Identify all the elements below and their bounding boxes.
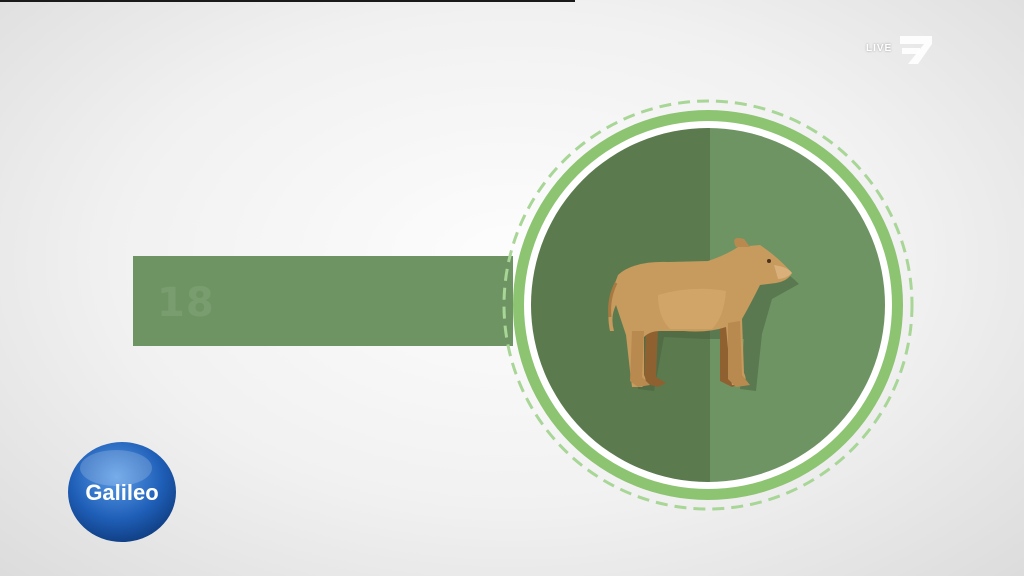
prosieben-7-logo-icon — [900, 36, 933, 64]
calf-medallion — [502, 99, 914, 511]
outer-dashed-ring — [502, 99, 914, 511]
galileo-logo-icon: Galileo — [68, 442, 176, 542]
banner-number: 18 — [157, 280, 215, 326]
galileo-logo-text: Galileo — [85, 480, 158, 505]
info-banner: 18 — [133, 256, 513, 346]
calf-icon — [608, 238, 799, 391]
channel-badge: LIVE — [866, 30, 934, 66]
live-label: LIVE — [866, 42, 893, 54]
top-edge-line — [0, 0, 575, 2]
